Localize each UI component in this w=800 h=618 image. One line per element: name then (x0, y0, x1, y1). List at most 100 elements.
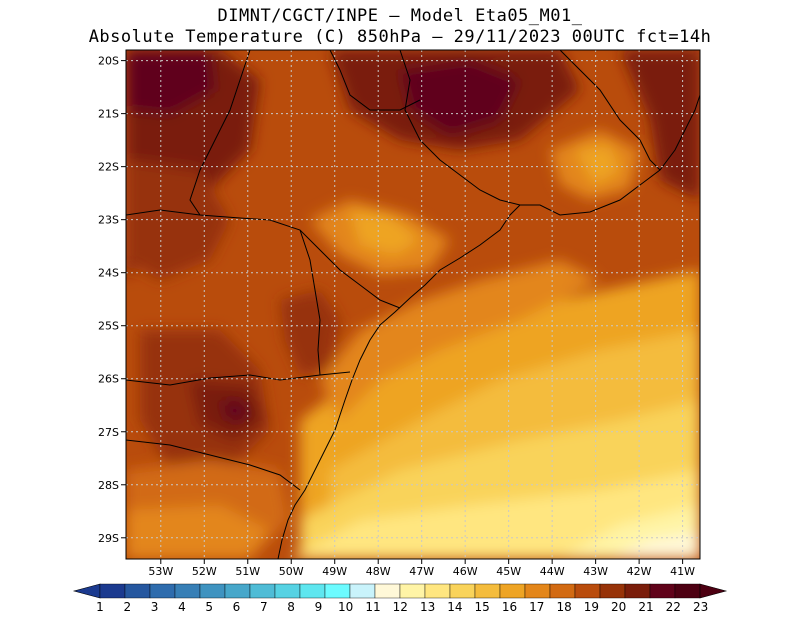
colorbar-arrow-left (72, 583, 101, 599)
state-border-4 (299, 229, 321, 376)
colorbar-swatch (524, 583, 551, 599)
state-border-8 (329, 50, 421, 111)
colorbar-label: 3 (151, 600, 159, 614)
lon-tick-label: 42W (627, 565, 652, 578)
colorbar-label: 15 (475, 600, 490, 614)
colorbar-label: 5 (205, 600, 213, 614)
lon-tick-label: 49W (322, 565, 347, 578)
colorbar-swatch (499, 583, 526, 599)
colorbar-swatch (399, 583, 426, 599)
colorbar-swatch (424, 583, 451, 599)
coastline (277, 204, 521, 559)
colorbar-swatch (249, 583, 276, 599)
colorbar-label: 2 (123, 600, 131, 614)
colorbar-arrow-right (699, 583, 728, 599)
state-border-5 (399, 50, 521, 206)
lat-tick-label: 22S (98, 161, 119, 174)
colorbar-swatch (299, 583, 326, 599)
colorbar-swatch (574, 583, 601, 599)
colorbar-label: 19 (584, 600, 599, 614)
colorbar-label: 17 (529, 600, 544, 614)
field-region-13 (290, 470, 700, 559)
field-region-sw-22 (220, 400, 250, 422)
colorbar-swatch (324, 583, 351, 599)
colorbar-swatch (99, 583, 126, 599)
colorbar-label: 8 (287, 600, 295, 614)
colorbar-label: 13 (420, 600, 435, 614)
lat-tick-label: 29S (98, 532, 119, 545)
lon-tick-label: 46W (453, 565, 478, 578)
lon-tick-label: 41W (670, 565, 695, 578)
lon-tick-label: 53W (148, 565, 173, 578)
colorbar-swatch (124, 583, 151, 599)
colorbar-label: 12 (393, 600, 408, 614)
lat-tick-label: 23S (98, 214, 119, 227)
colorbar-swatch (674, 583, 701, 599)
lat-tick-label: 24S (98, 267, 119, 280)
title-line-2: Absolute Temperature (C) 850hPa – 29/11/… (88, 27, 712, 47)
lat-tick-label: 26S (98, 373, 119, 386)
lon-tick-label: 52W (192, 565, 217, 578)
lon-tick-label: 50W (279, 565, 304, 578)
colorbar-swatch (374, 583, 401, 599)
colorbar: 1 2 3 4 5 6 7 8 9 10 11 12 13 14 15 16 17 18 19 20 21 22 23 (72, 583, 728, 614)
lat-tick-label: 21S (98, 108, 119, 121)
colorbar-label: 23 (693, 600, 708, 614)
field-region-sw-17 (126, 505, 270, 559)
colorbar-swatch (599, 583, 626, 599)
field-region-north-16 (350, 210, 420, 255)
lon-tick-label: 47W (409, 565, 434, 578)
borders (126, 50, 700, 559)
colorbar-swatch (149, 583, 176, 599)
colorbar-label: 10 (338, 600, 353, 614)
field-region-coast-17 (320, 260, 600, 420)
lon-tick-label: 45W (496, 565, 521, 578)
state-border-7 (559, 50, 661, 171)
state-border-6 (189, 50, 251, 216)
colorbar-label: 4 (178, 600, 186, 614)
coastline-ne (520, 94, 700, 216)
colorbar-label: 9 (315, 600, 323, 614)
colorbar-label: 7 (260, 600, 268, 614)
title-line-1: DIMNT/CGCT/INPE – Model Eta05_M01_ (217, 6, 583, 26)
colorbar-swatch (449, 583, 476, 599)
field-region-ne-16 (575, 145, 620, 185)
colorbar-label: 6 (233, 600, 241, 614)
colorbar-swatch (174, 583, 201, 599)
state-border-3 (126, 439, 301, 491)
colorbar-label: 1 (96, 600, 104, 614)
lon-tick-label: 43W (583, 565, 608, 578)
colorbar-label: 22 (666, 600, 681, 614)
colorbar-label: 16 (502, 600, 517, 614)
colorbar-swatch (549, 583, 576, 599)
field-region-c-20 (280, 290, 340, 375)
colorbar-swatch (649, 583, 676, 599)
axis-ticks: 53W 52W 51W 50W 49W 48W 47W 46W 45W 44W 43W 42W 41W 2… (98, 55, 695, 578)
colorbar-swatch (474, 583, 501, 599)
colorbar-swatch (274, 583, 301, 599)
grid-lines (126, 50, 700, 559)
lat-tick-label: 25S (98, 320, 119, 333)
colorbar-swatch (199, 583, 226, 599)
colorbar-swatch (224, 583, 251, 599)
colorbar-label: 11 (365, 600, 380, 614)
field-region-nw-22 (126, 50, 215, 115)
colorbar-swatch (349, 583, 376, 599)
colorbar-label: 20 (611, 600, 626, 614)
lat-tick-label: 27S (98, 426, 119, 439)
colorbar-swatch (624, 583, 651, 599)
temperature-field (126, 50, 700, 559)
field-region-11 (610, 532, 700, 559)
colorbar-label: 21 (638, 600, 653, 614)
lat-tick-label: 20S (98, 55, 119, 68)
lon-tick-label: 44W (540, 565, 565, 578)
lon-tick-label: 48W (366, 565, 391, 578)
map-frame (125, 49, 701, 560)
colorbar-label: 18 (556, 600, 571, 614)
colorbar-label: 14 (447, 600, 462, 614)
lon-tick-label: 51W (235, 565, 260, 578)
field-region-ne-edge-21 (620, 50, 700, 200)
field-region-n-22 (400, 60, 520, 135)
lat-tick-label: 28S (98, 479, 119, 492)
